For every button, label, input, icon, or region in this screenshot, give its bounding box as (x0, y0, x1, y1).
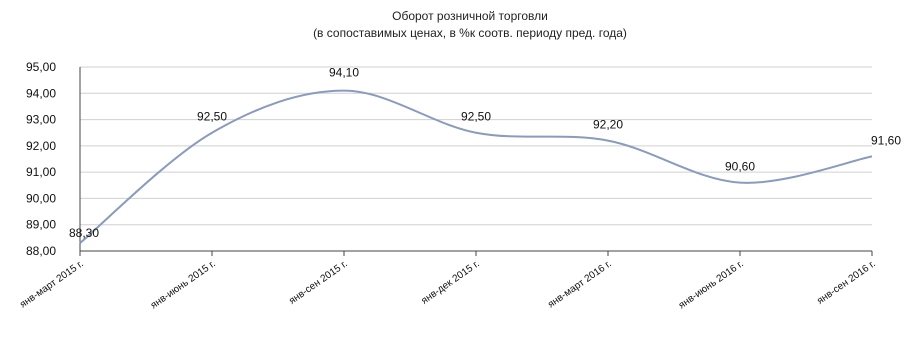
y-tick-label: 94,00 (26, 86, 56, 100)
x-tick-label: янв-март 2015 г. (18, 258, 86, 310)
x-tick-label: янв-июнь 2015 г. (149, 258, 218, 311)
data-label: 92,50 (461, 110, 491, 124)
label-layer: 88,30 92,50 94,10 92,50 92,20 90,60 91,60 (69, 66, 901, 240)
y-tick-label: 88,00 (26, 244, 56, 258)
y-tick-label: 90,00 (26, 191, 56, 205)
x-tick-label: янв-сен 2016 г. (815, 258, 878, 306)
data-label: 92,20 (593, 118, 623, 132)
series-layer (79, 89, 873, 244)
y-tick-label: 93,00 (26, 113, 56, 127)
data-label: 88,30 (69, 226, 99, 240)
data-label: 90,60 (725, 160, 755, 174)
y-tick-label: 92,00 (26, 139, 56, 153)
chart-title: Оборот розничной торговли (392, 9, 548, 23)
y-tick-label: 91,00 (26, 165, 56, 179)
series-line (79, 89, 873, 244)
axis-layer: 88,00 89,00 90,00 91,00 92,00 93,00 94,00 95,00… (18, 60, 878, 311)
grid-layer (80, 66, 872, 226)
x-tick-label: янв-июнь 2016 г. (677, 258, 746, 311)
data-label: 94,10 (329, 66, 359, 80)
y-tick-label: 95,00 (26, 60, 56, 74)
chart-subtitle: (в сопоставимых ценах, в %к соотв. перио… (313, 26, 627, 40)
x-tick-label: янв-дек 2015 г. (419, 258, 481, 306)
data-label: 91,60 (871, 133, 901, 147)
x-tick-label: янв-сен 2015 г. (287, 258, 350, 306)
data-label: 92,50 (197, 110, 227, 124)
x-tick-label: янв-март 2016 г. (546, 258, 614, 310)
y-tick-label: 89,00 (26, 218, 56, 232)
